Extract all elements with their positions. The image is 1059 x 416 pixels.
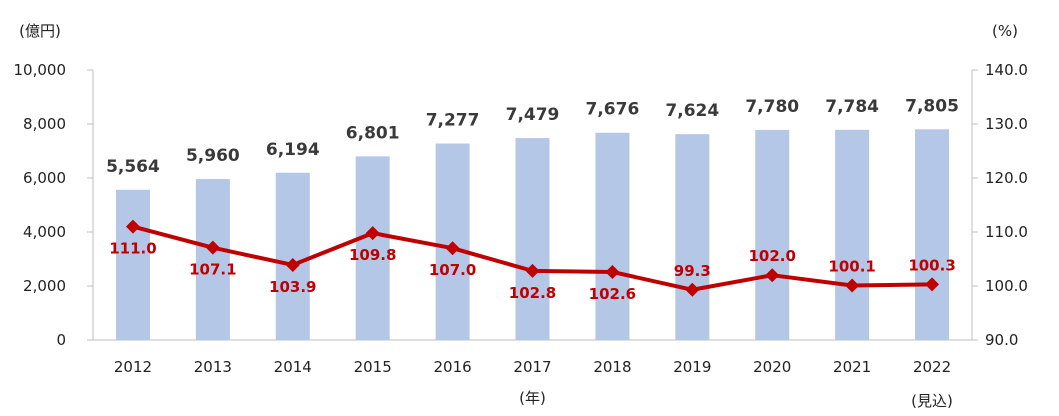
- bar-2019: [675, 134, 710, 340]
- line-label-2016: 107.0: [429, 261, 476, 279]
- bars: [115, 129, 950, 340]
- bar-label-2019: 7,624: [665, 101, 719, 121]
- right-tick-label: 120.0: [985, 169, 1028, 187]
- bar-label-2016: 7,277: [426, 111, 480, 131]
- bar-label-2014: 6,194: [266, 140, 320, 160]
- line-label-2017: 102.8: [509, 284, 556, 302]
- line-point-2016: [445, 241, 460, 256]
- left-tick-label: 8,000: [23, 115, 66, 133]
- x-tick-label: 2019: [673, 358, 711, 376]
- left-tick-label: 6,000: [23, 169, 66, 187]
- line-point-2018: [605, 264, 620, 279]
- line-label-2015: 109.8: [349, 246, 396, 264]
- bar-label-2020: 7,780: [745, 97, 799, 117]
- line-point-2015: [365, 226, 380, 241]
- x-axis-forecast-note: (見込): [911, 392, 953, 410]
- x-tick-label: 2013: [194, 358, 232, 376]
- bar-2020: [755, 129, 790, 340]
- right-tick-label: 90.0: [985, 331, 1018, 349]
- bar-2017: [515, 138, 550, 340]
- right-tick-label: 140.0: [985, 61, 1028, 79]
- line-label-2013: 107.1: [189, 261, 236, 279]
- line-series: [125, 219, 940, 297]
- x-tick-label: 2017: [513, 358, 551, 376]
- left-tick-label: 2,000: [23, 277, 66, 295]
- bar-2018: [595, 132, 630, 340]
- x-tick-label: 2014: [274, 358, 312, 376]
- line-point-2021: [845, 278, 860, 293]
- line-point-2013: [205, 240, 220, 255]
- bar-2015: [355, 156, 390, 340]
- axes: 0 2,000 4,000 6,000 8,000 10,000 90.0 100.0 110.…: [14, 61, 1028, 376]
- line-label-2019: 99.3: [674, 262, 711, 280]
- line-label-2012: 111.0: [109, 240, 156, 258]
- right-axis-unit: (%): [992, 22, 1018, 40]
- line-point-2014: [285, 257, 300, 272]
- right-tick-label: 130.0: [985, 115, 1028, 133]
- left-tick-label: 0: [56, 331, 66, 349]
- x-tick-label: 2016: [433, 358, 471, 376]
- line-label-2018: 102.6: [589, 285, 636, 303]
- left-tick-label: 4,000: [23, 223, 66, 241]
- x-tick-label: 2020: [753, 358, 791, 376]
- right-tick-label: 110.0: [985, 223, 1028, 241]
- bar-2013: [195, 179, 230, 340]
- bar-2014: [275, 172, 310, 340]
- line-point-2012: [125, 219, 140, 234]
- bar-label-2022: 7,805: [905, 96, 959, 116]
- bar-2012: [115, 189, 150, 340]
- line-point-2019: [685, 282, 700, 297]
- bar-label-2013: 5,960: [186, 146, 240, 166]
- data-labels: 5,564 5,960 6,194 6,801 7,277 7,479 7,676 7,624…: [106, 96, 959, 303]
- x-tick-label: 2021: [833, 358, 871, 376]
- x-tick-label: 2012: [114, 358, 152, 376]
- bar-label-2017: 7,479: [506, 105, 560, 125]
- line-label-2014: 103.9: [269, 278, 316, 296]
- x-axis-year-unit: (年): [519, 389, 546, 407]
- bar-2021: [835, 129, 870, 340]
- x-tick-label: 2015: [354, 358, 392, 376]
- line-label-2020: 102.0: [749, 247, 796, 265]
- bar-label-2012: 5,564: [106, 157, 160, 177]
- line-label-2022: 100.3: [908, 256, 955, 274]
- bar-label-2015: 6,801: [346, 123, 400, 143]
- line-point-2022: [925, 277, 940, 292]
- line-point-2020: [765, 268, 780, 283]
- bar-label-2018: 7,676: [586, 100, 640, 120]
- line-label-2021: 100.1: [828, 257, 875, 275]
- line-point-2017: [525, 263, 540, 278]
- bar-2022: [915, 129, 950, 340]
- left-tick-label: 10,000: [14, 61, 67, 79]
- left-axis-unit: (億円): [19, 22, 61, 40]
- x-tick-label: 2018: [593, 358, 631, 376]
- x-tick-label: 2022: [913, 358, 951, 376]
- right-tick-label: 100.0: [985, 277, 1028, 295]
- bar-label-2021: 7,784: [825, 97, 879, 117]
